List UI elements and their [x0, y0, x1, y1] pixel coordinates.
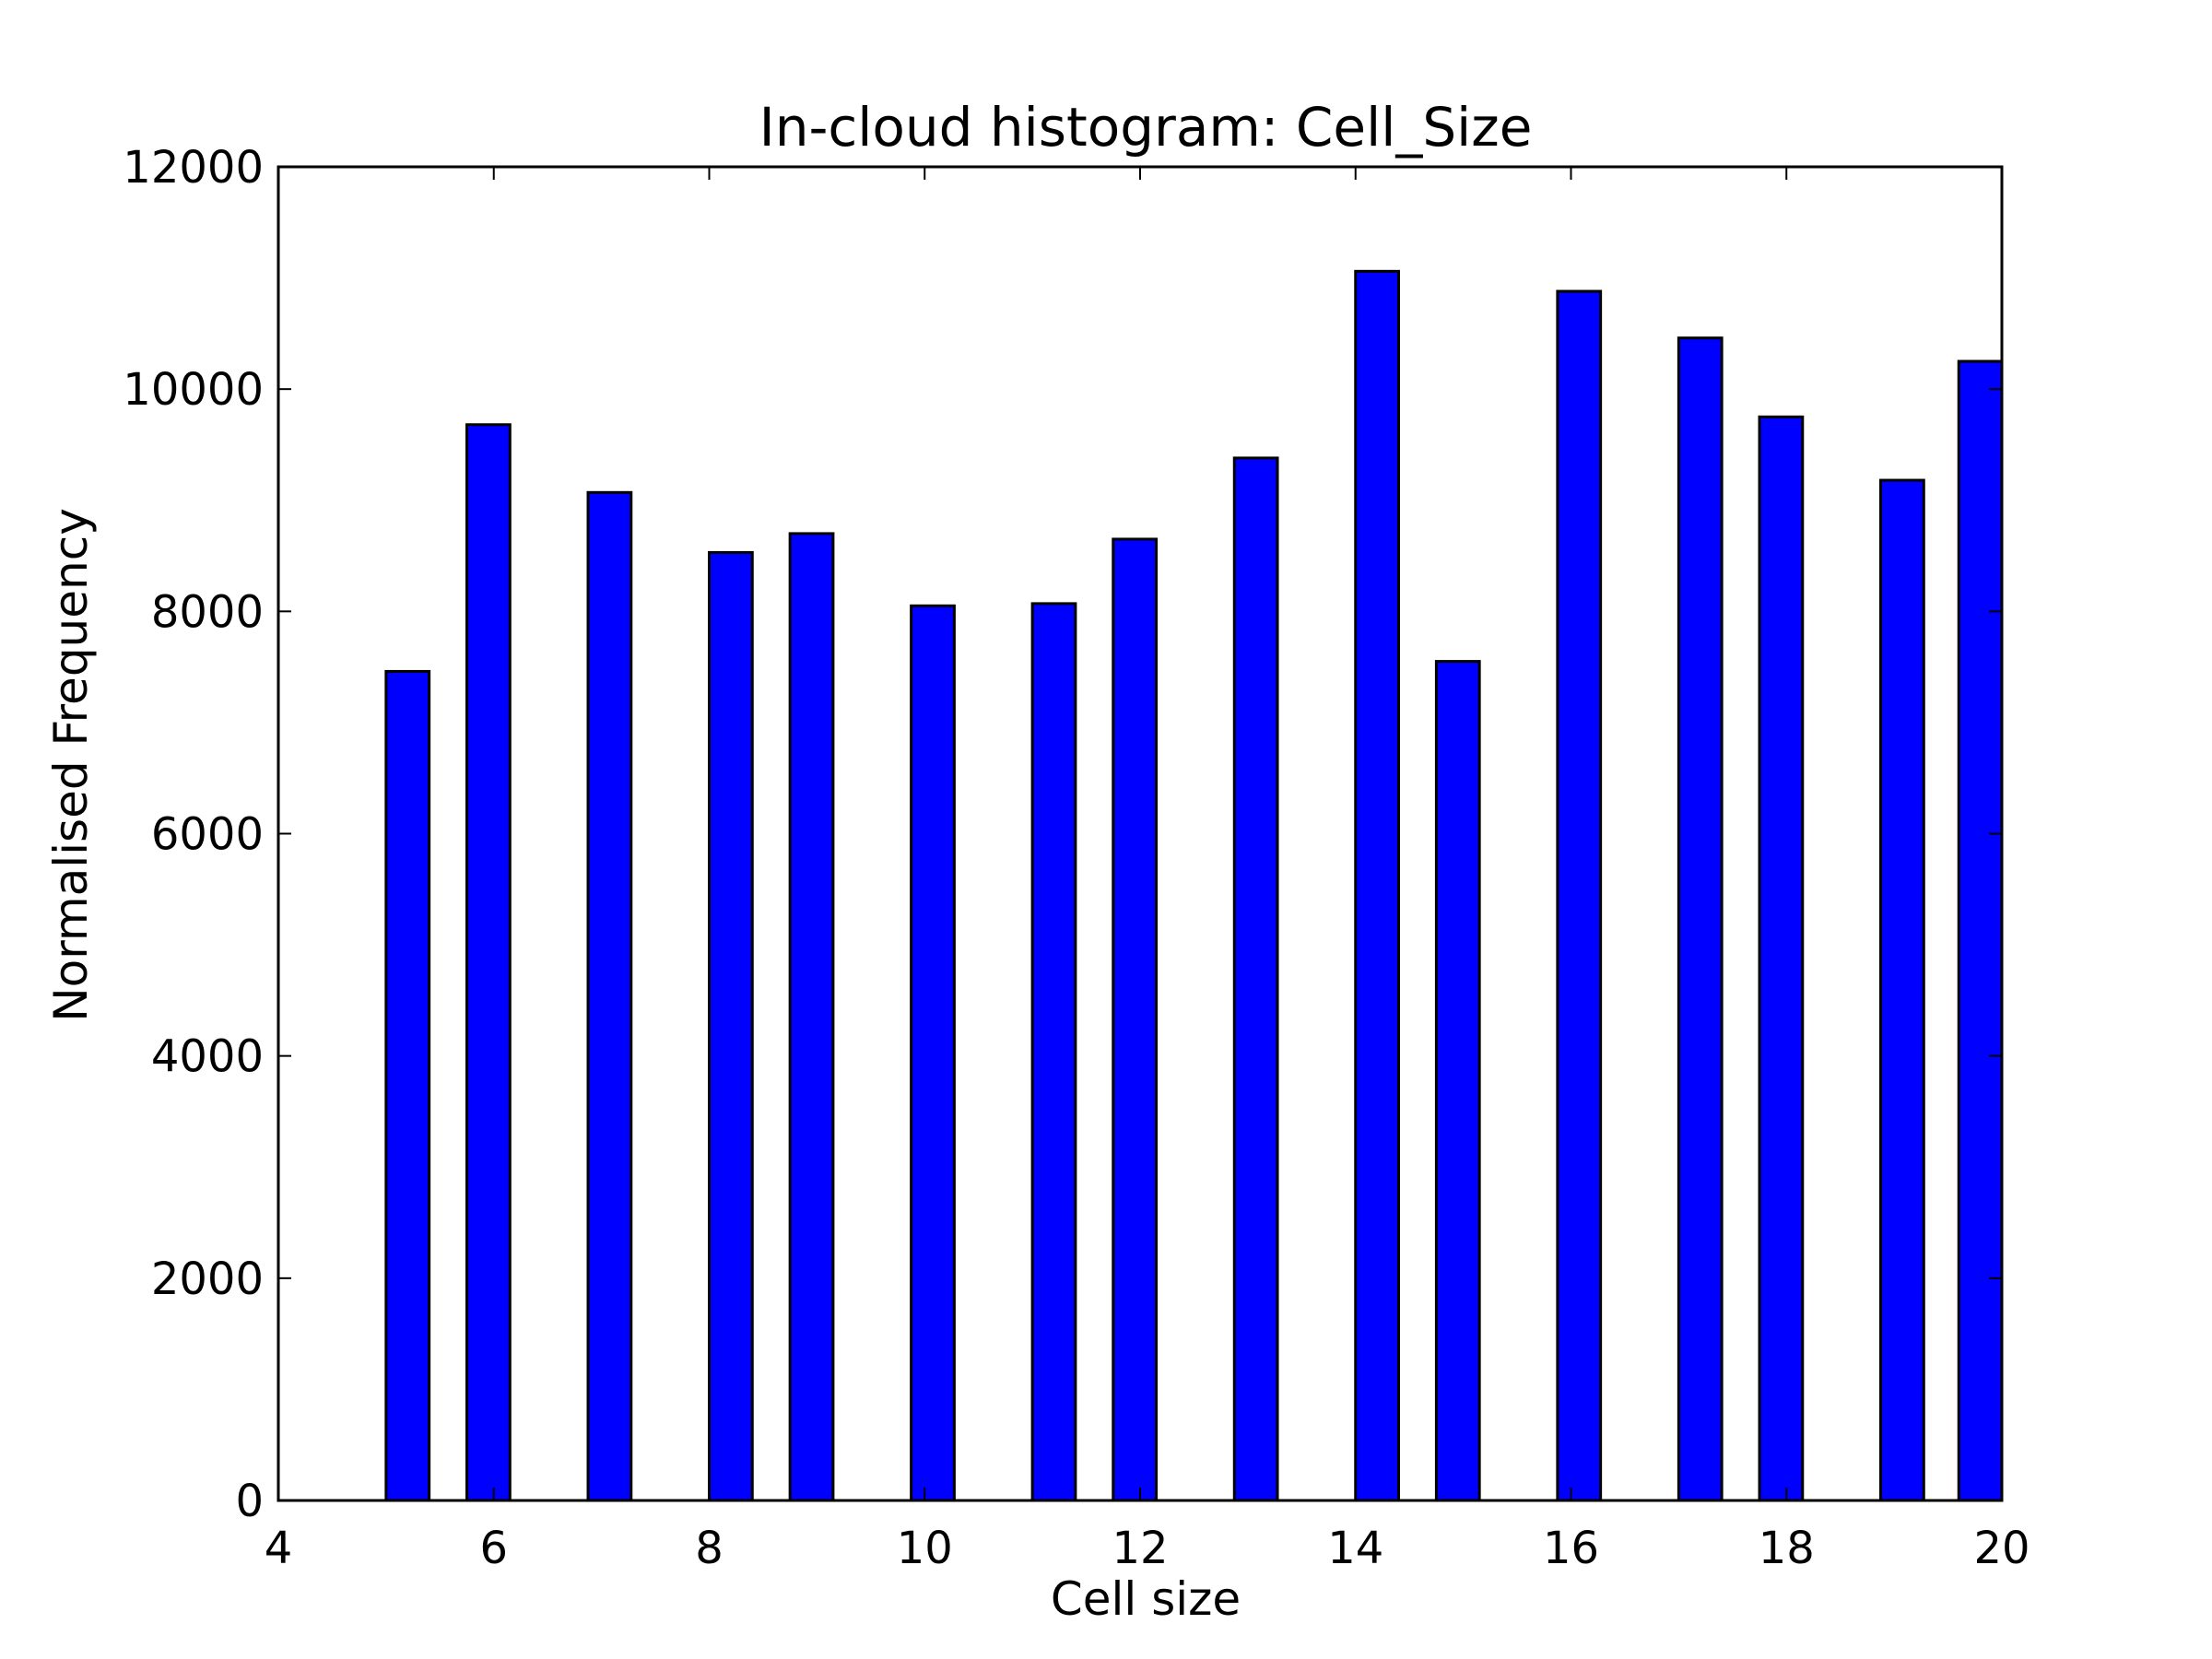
x-tick-label: 10 — [897, 1523, 953, 1574]
bar-2 — [465, 423, 512, 1502]
bar-3 — [586, 490, 633, 1502]
y-tick-label: 8000 — [151, 586, 264, 638]
y-tick-label: 10000 — [123, 364, 264, 416]
y-tick-label: 0 — [235, 1476, 264, 1527]
x-tick-label: 16 — [1543, 1523, 1599, 1574]
bar-14 — [1758, 415, 1805, 1502]
bar-4 — [708, 550, 754, 1502]
bar-9 — [1232, 456, 1279, 1502]
x-tick-label: 6 — [479, 1523, 508, 1574]
x-tick-label: 8 — [695, 1523, 724, 1574]
bar-11 — [1434, 660, 1481, 1502]
y-tick-label: 2000 — [151, 1253, 264, 1305]
y-tick-label: 6000 — [151, 809, 264, 861]
x-tick-label: 18 — [1759, 1523, 1815, 1574]
x-axis: 4 6 8 10 12 14 16 18 20 — [265, 167, 2030, 1574]
x-tick-label: 4 — [265, 1523, 293, 1574]
y-tick-label: 12000 — [123, 142, 264, 194]
bar-12 — [1556, 289, 1603, 1502]
chart-title: In-cloud histogram: Cell_Size — [759, 96, 1533, 159]
y-axis: 0 2000 4000 6000 8000 10000 12000 — [123, 142, 2002, 1527]
bar-8 — [1112, 537, 1159, 1502]
bar-7 — [1030, 602, 1077, 1502]
x-tick-label: 20 — [1973, 1523, 2030, 1574]
bar-series — [384, 269, 2004, 1502]
y-axis-label: Normalised Frequency — [44, 508, 98, 1022]
x-tick-label: 12 — [1112, 1523, 1168, 1574]
bar-15 — [1879, 478, 1925, 1502]
bar-13 — [1677, 336, 1724, 1502]
bar-5 — [788, 532, 835, 1502]
x-axis-label: Cell size — [1051, 1572, 1241, 1626]
bar-6 — [910, 604, 956, 1502]
bar-1 — [384, 669, 431, 1502]
x-tick-label: 14 — [1327, 1523, 1383, 1574]
y-tick-label: 4000 — [151, 1031, 264, 1083]
bar-10 — [1354, 269, 1400, 1502]
bar-16 — [1957, 359, 2004, 1502]
